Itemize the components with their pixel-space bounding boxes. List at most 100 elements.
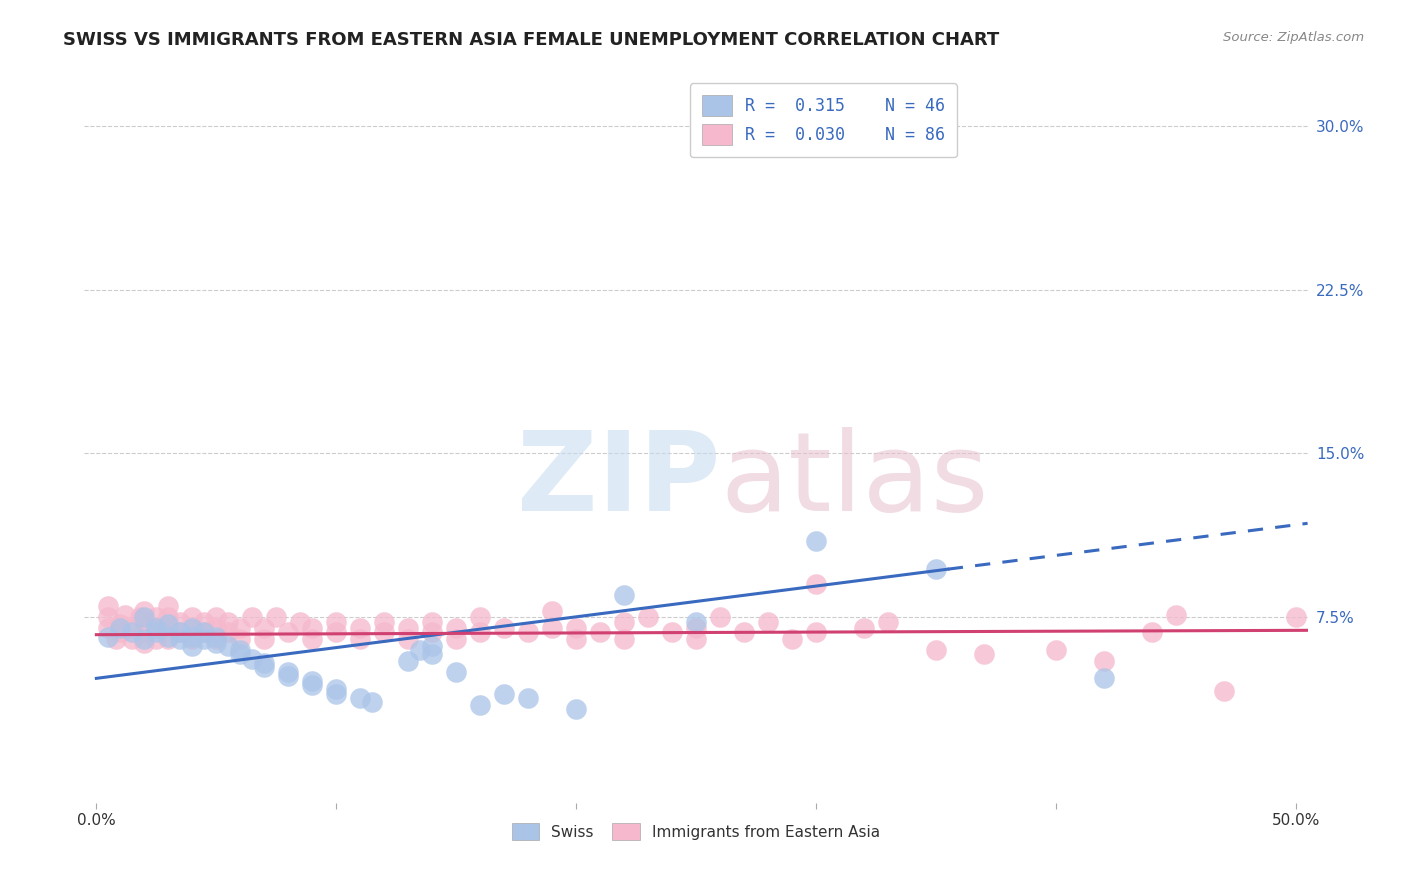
Point xyxy=(494,621,516,635)
Point xyxy=(134,636,156,650)
Point xyxy=(804,577,827,591)
Point xyxy=(468,698,491,712)
Point xyxy=(97,599,120,614)
Point xyxy=(128,610,150,624)
Point xyxy=(420,625,443,640)
Point xyxy=(217,625,239,640)
Point xyxy=(157,610,180,624)
Point xyxy=(349,632,371,646)
Point xyxy=(565,702,588,716)
Point xyxy=(240,651,263,665)
Point xyxy=(181,630,204,644)
Point xyxy=(121,621,143,635)
Point xyxy=(613,632,636,646)
Point xyxy=(253,656,276,670)
Point xyxy=(1284,610,1306,624)
Point xyxy=(181,621,204,635)
Point xyxy=(181,610,204,624)
Point xyxy=(685,632,707,646)
Point xyxy=(301,632,323,646)
Point xyxy=(301,678,323,692)
Point xyxy=(157,621,180,635)
Legend: Swiss, Immigrants from Eastern Asia: Swiss, Immigrants from Eastern Asia xyxy=(506,816,886,847)
Point xyxy=(444,621,467,635)
Point xyxy=(396,632,419,646)
Point xyxy=(134,632,156,646)
Point xyxy=(494,687,516,701)
Point xyxy=(973,648,995,662)
Point xyxy=(169,632,191,646)
Point xyxy=(145,632,167,646)
Point xyxy=(637,610,659,624)
Point xyxy=(110,625,132,640)
Point xyxy=(301,673,323,688)
Point xyxy=(121,625,143,640)
Point xyxy=(685,615,707,629)
Point xyxy=(1212,684,1234,698)
Point xyxy=(114,607,136,622)
Point xyxy=(181,621,204,635)
Point xyxy=(229,643,252,657)
Point xyxy=(420,648,443,662)
Point xyxy=(205,630,228,644)
Point xyxy=(277,669,299,683)
Point xyxy=(253,621,276,635)
Point xyxy=(420,639,443,653)
Point xyxy=(205,610,228,624)
Point xyxy=(925,562,948,576)
Point xyxy=(325,625,347,640)
Point xyxy=(1092,671,1115,685)
Point xyxy=(157,616,180,631)
Point xyxy=(157,599,180,614)
Point xyxy=(301,621,323,635)
Point xyxy=(217,615,239,629)
Point xyxy=(396,621,419,635)
Point xyxy=(804,533,827,548)
Point xyxy=(925,643,948,657)
Point xyxy=(229,632,252,646)
Point xyxy=(420,615,443,629)
Point xyxy=(661,625,683,640)
Point xyxy=(517,625,540,640)
Point xyxy=(145,621,167,635)
Point xyxy=(253,660,276,674)
Point xyxy=(804,625,827,640)
Point xyxy=(685,621,707,635)
Point xyxy=(110,621,132,635)
Point xyxy=(396,654,419,668)
Text: SWISS VS IMMIGRANTS FROM EASTERN ASIA FEMALE UNEMPLOYMENT CORRELATION CHART: SWISS VS IMMIGRANTS FROM EASTERN ASIA FE… xyxy=(63,31,1000,49)
Point xyxy=(97,610,120,624)
Point xyxy=(193,632,215,646)
Point xyxy=(205,632,228,646)
Point xyxy=(517,691,540,706)
Point xyxy=(780,632,803,646)
Text: ZIP: ZIP xyxy=(517,427,720,534)
Point xyxy=(110,616,132,631)
Point xyxy=(589,625,612,640)
Point xyxy=(373,615,395,629)
Point xyxy=(756,615,779,629)
Point xyxy=(193,615,215,629)
Point xyxy=(97,630,120,644)
Point xyxy=(325,687,347,701)
Point xyxy=(852,621,875,635)
Point xyxy=(134,610,156,624)
Point xyxy=(97,621,120,635)
Point xyxy=(205,621,228,635)
Point xyxy=(264,610,287,624)
Point xyxy=(613,615,636,629)
Point xyxy=(205,636,228,650)
Point xyxy=(373,625,395,640)
Point xyxy=(876,615,898,629)
Point xyxy=(565,632,588,646)
Point xyxy=(134,615,156,629)
Point xyxy=(104,632,127,646)
Point xyxy=(361,695,384,709)
Point xyxy=(541,604,564,618)
Point xyxy=(277,665,299,679)
Point xyxy=(181,632,204,646)
Point xyxy=(444,665,467,679)
Point xyxy=(169,615,191,629)
Point xyxy=(121,632,143,646)
Point xyxy=(1045,643,1067,657)
